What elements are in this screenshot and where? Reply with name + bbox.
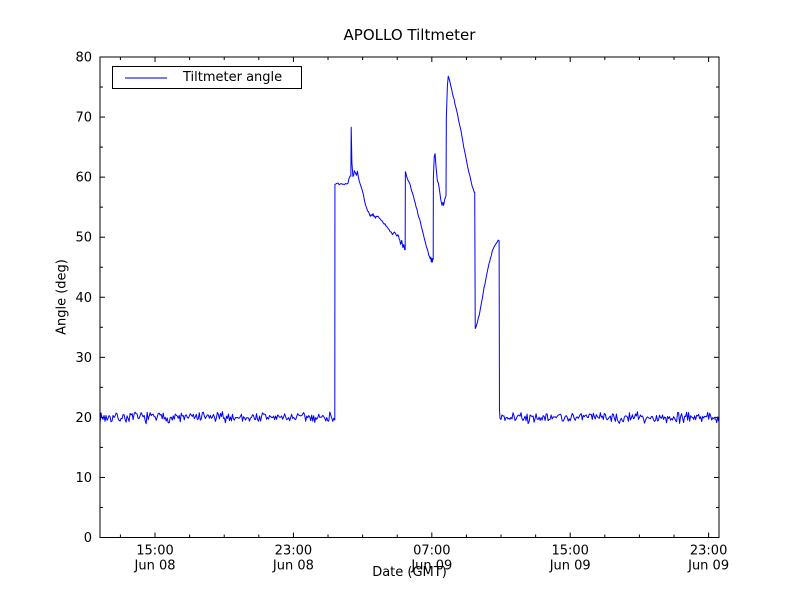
x-axis-label: Date (GMT) xyxy=(372,565,447,580)
legend-line-sample xyxy=(125,76,167,79)
x-tick-label-time: 23:00 xyxy=(690,544,727,559)
axes-frame xyxy=(99,56,720,538)
x-tick-label-date: Jun 09 xyxy=(687,559,729,574)
y-tick-label: 50 xyxy=(75,231,92,246)
x-tick-label-time: 23:00 xyxy=(275,544,312,559)
y-tick-label: 70 xyxy=(75,111,92,126)
y-tick-label: 20 xyxy=(75,411,92,426)
y-tick-label: 80 xyxy=(75,51,92,66)
x-tick-label-date: Jun 08 xyxy=(134,559,176,574)
x-tick-label-time: 07:00 xyxy=(413,544,450,559)
y-axis-label: Angle (deg) xyxy=(54,259,70,335)
y-tick-label: 0 xyxy=(84,531,92,546)
legend-box: Tiltmeter angle xyxy=(112,66,302,89)
y-tick-label: 10 xyxy=(75,471,92,486)
y-tick-label: 60 xyxy=(75,171,92,186)
y-tick-label: 30 xyxy=(75,351,92,366)
x-tick-label-time: 15:00 xyxy=(136,544,173,559)
tiltmeter-angle-line xyxy=(99,75,720,538)
x-tick-label-date: Jun 08 xyxy=(272,559,314,574)
legend-entry-label: Tiltmeter angle xyxy=(183,70,283,85)
x-tick-label-date: Jun 09 xyxy=(410,559,452,574)
y-tick-label: 40 xyxy=(75,291,92,306)
x-tick-label-date: Jun 09 xyxy=(549,559,591,574)
x-tick-label-time: 15:00 xyxy=(551,544,588,559)
chart-title: APOLLO Tiltmeter xyxy=(343,26,476,44)
